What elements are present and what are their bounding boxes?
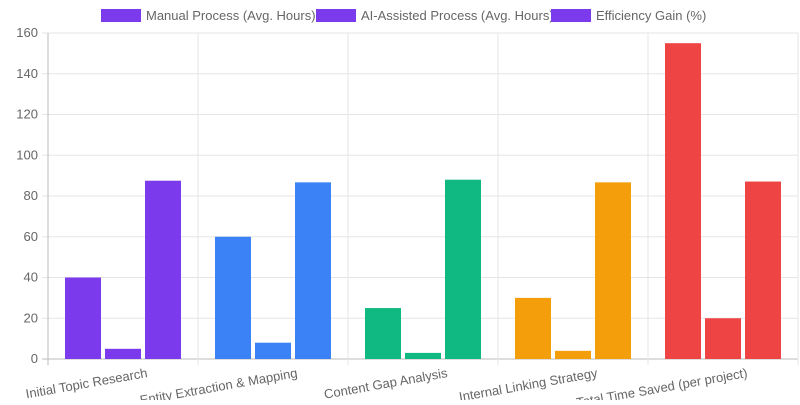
y-axis-labels: 0 20 40 60 80 100 120 140 160: [16, 25, 38, 366]
x-tick-label: Total Time Saved (per project): [575, 365, 748, 400]
y-tick-label: 80: [24, 188, 38, 203]
legend: Manual Process (Avg. Hours) AI-Assisted P…: [101, 8, 706, 23]
legend-swatch: [551, 9, 591, 22]
bar-manual: [215, 236, 251, 359]
bar-efficiency-gain: [595, 182, 631, 359]
legend-label: Efficiency Gain (%): [596, 8, 706, 23]
bar-ai-assisted: [405, 352, 441, 359]
y-tick-label: 20: [24, 310, 38, 325]
x-tick-label: Content Gap Analysis: [323, 365, 449, 400]
x-tick-label: Entity Extraction & Mapping: [139, 365, 299, 400]
bars: [65, 43, 781, 359]
bar-efficiency-gain: [145, 180, 181, 359]
y-tick-label: 120: [16, 107, 38, 122]
legend-label: AI-Assisted Process (Avg. Hours): [361, 8, 554, 23]
x-tick-label: Initial Topic Research: [24, 365, 148, 400]
y-tick-label: 40: [24, 270, 38, 285]
bar-ai-assisted: [255, 342, 291, 359]
bar-efficiency-gain: [295, 182, 331, 359]
bar-manual: [515, 297, 551, 359]
legend-swatch: [316, 9, 356, 22]
bar-manual: [365, 308, 401, 359]
bar-ai-assisted: [705, 318, 741, 359]
y-tick-label: 100: [16, 147, 38, 162]
y-tick-label: 0: [31, 351, 38, 366]
bar-ai-assisted: [105, 348, 141, 359]
y-tick-label: 140: [16, 66, 38, 81]
bar-efficiency-gain: [445, 179, 481, 359]
bar-ai-assisted: [555, 350, 591, 359]
legend-swatch: [101, 9, 141, 22]
legend-label: Manual Process (Avg. Hours): [146, 8, 316, 23]
bar-manual: [665, 43, 701, 359]
bar-efficiency-gain: [745, 181, 781, 359]
bar-manual: [65, 277, 101, 359]
y-tick-label: 160: [16, 25, 38, 40]
y-tick-label: 60: [24, 229, 38, 244]
